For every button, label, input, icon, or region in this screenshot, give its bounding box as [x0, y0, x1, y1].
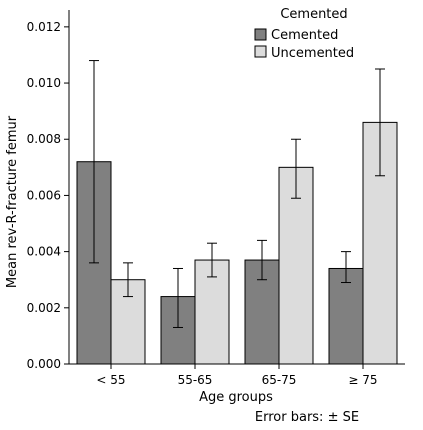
legend-title: Cemented	[280, 7, 347, 22]
axes-layer	[68, 10, 405, 365]
legend-swatch-cemented	[254, 28, 267, 41]
legend-label-cemented: Cemented	[271, 28, 338, 43]
y-tick-label: 0.004	[27, 245, 61, 259]
legend: Cemented Cemented Uncemented	[254, 7, 354, 61]
y-tick-label: 0.000	[27, 357, 61, 371]
x-axis-label: Age groups	[199, 390, 273, 405]
y-tick-label: 0.012	[27, 20, 61, 34]
error-bar-uncemented-3	[291, 138, 301, 199]
error-bar-uncemented-4	[375, 68, 385, 177]
x-tick-label: ≥ 75	[348, 373, 377, 387]
x-tick-label: < 55	[96, 373, 125, 387]
y-tick-label: 0.008	[27, 132, 61, 146]
y-ticks-layer: 0.000 0.002 0.004 0.006 0.008 0.010 0.012	[27, 20, 69, 371]
error-bars-layer	[89, 60, 385, 328]
error-bar-uncemented-1	[123, 262, 133, 298]
x-ticks-layer: < 55 55-65 65-75 ≥ 75	[96, 364, 378, 387]
error-bar-cemented-4	[341, 251, 351, 284]
x-tick-label: 65-75	[262, 373, 297, 387]
error-bar-cemented-2	[173, 267, 183, 328]
error-bar-cemented-1	[89, 60, 99, 264]
y-tick-label: 0.010	[27, 76, 61, 90]
y-axis-label: Mean rev-R-fracture femur	[5, 115, 20, 288]
error-bar-cemented-3	[257, 239, 267, 281]
y-tick-label: 0.006	[27, 188, 61, 202]
error-bar-uncemented-2	[207, 242, 217, 278]
x-tick-label: 55-65	[178, 373, 213, 387]
footnote: Error bars: ± SE	[255, 410, 359, 425]
legend-swatch-uncemented	[254, 45, 267, 58]
y-tick-label: 0.002	[27, 301, 61, 315]
legend-label-uncemented: Uncemented	[271, 46, 354, 61]
bars-layer	[76, 121, 398, 365]
